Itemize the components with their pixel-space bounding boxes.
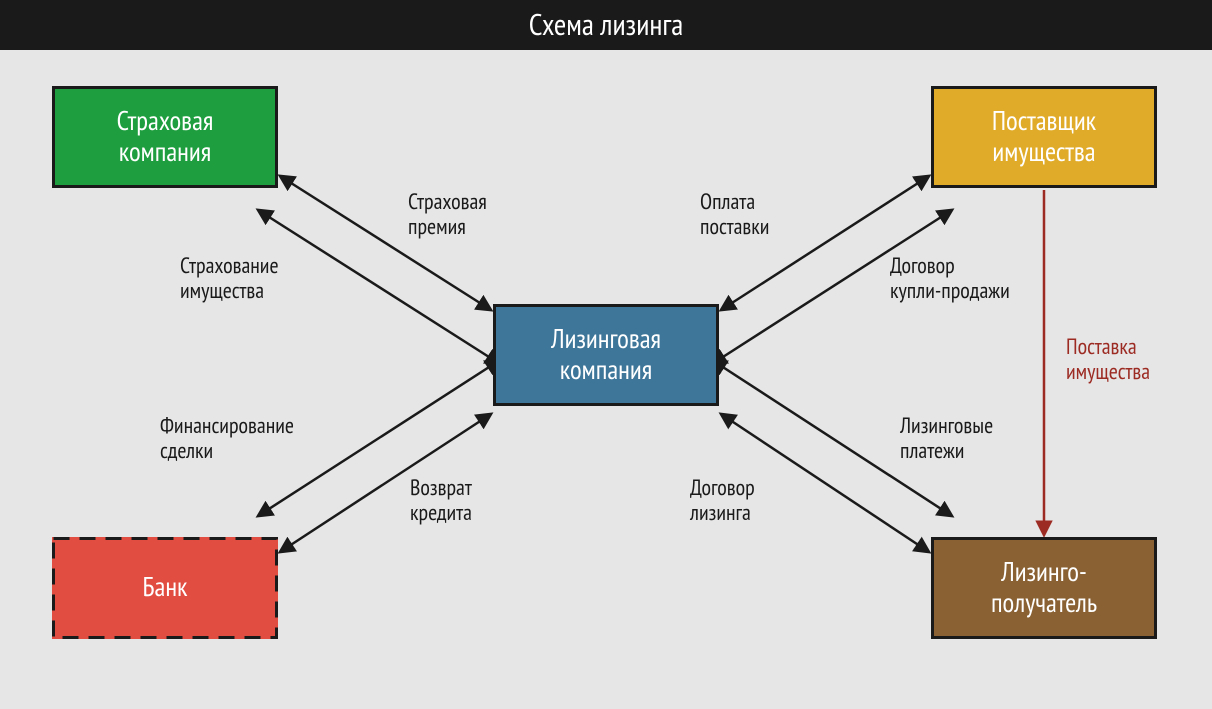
node-leasing_co: Лизинговая компания — [493, 304, 719, 406]
edge-sup_payment-label: Оплата поставки — [700, 190, 769, 241]
node-bank: Банк — [52, 537, 278, 639]
node-bank-label: Банк — [143, 572, 188, 603]
node-leasing_co-label: Лизинговая компания — [551, 324, 661, 386]
diagram-title: Схема лизинга — [0, 0, 1212, 50]
node-supplier: Поставщик имущества — [931, 86, 1157, 188]
diagram-canvas: Схема лизинга Страховая компания Поставщи… — [0, 0, 1212, 709]
edge-delivery-label: Поставка имущества — [1066, 335, 1150, 386]
node-lessee-label: Лизинго- получатель — [991, 557, 1097, 619]
edge-ins_property-label: Страхование имущества — [180, 254, 279, 305]
edge-lessee_contract-label: Договор лизинга — [690, 476, 755, 527]
edge-ins_premium-label: Страховая премия — [408, 190, 487, 241]
edge-bank_return-label: Возврат кредита — [410, 476, 472, 527]
edge-sup_contract-label: Договор купли-продажи — [890, 254, 1010, 305]
edge-lessee_payments-label: Лизинговые платежи — [900, 414, 993, 465]
node-insurance: Страховая компания — [52, 86, 278, 188]
diagram-title-text: Схема лизинга — [529, 10, 684, 40]
node-supplier-label: Поставщик имущества — [992, 106, 1096, 168]
edge-bank_finance-label: Финансирование сделки — [160, 414, 294, 465]
node-insurance-label: Страховая компания — [117, 106, 214, 168]
node-lessee: Лизинго- получатель — [931, 537, 1157, 639]
